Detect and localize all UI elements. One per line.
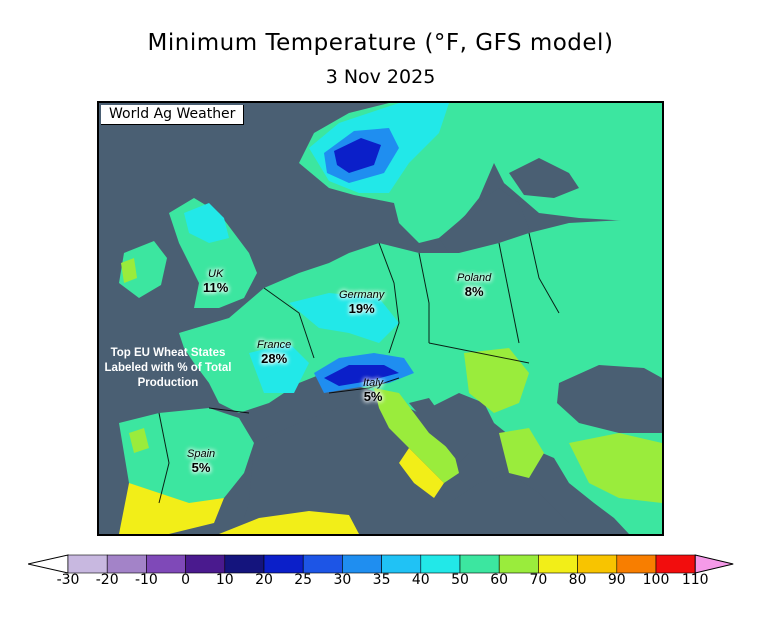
legend-swatch <box>146 554 186 574</box>
map-title: Minimum Temperature (°F, GFS model) <box>147 30 614 56</box>
map-graphic <box>99 103 662 534</box>
legend-tick-label: 90 <box>607 572 626 588</box>
legend-tick-label: 30 <box>333 572 352 588</box>
legend-swatch <box>459 554 500 574</box>
legend-swatch <box>224 554 265 574</box>
legend-ticks: -30 -20 -10 0 10 20 25 30 35 40 50 60 70 80 90 100 110 <box>0 572 761 594</box>
legend-tick-label: 110 <box>681 572 709 588</box>
legend-swatch <box>67 554 108 574</box>
legend-tick-label: 0 <box>181 572 191 588</box>
legend-arrow-high <box>694 554 734 574</box>
region-label-uk: UK 11% <box>203 268 229 295</box>
temperature-map: World Ag Weather UK 11% Germany 19% Pola… <box>97 101 664 536</box>
legend-tick-label: 70 <box>529 572 548 588</box>
legend-tick-label: 80 <box>568 572 587 588</box>
legend-tick-label: -20 <box>95 572 119 588</box>
legend-swatch <box>655 554 696 574</box>
legend-swatch <box>342 554 382 574</box>
legend-tick-label: -10 <box>134 572 158 588</box>
legend-tick-label: 20 <box>255 572 273 588</box>
wheat-note: Top EU Wheat States Labeled with % of To… <box>104 347 232 389</box>
region-label-spain: Spain 5% <box>187 448 216 475</box>
region-label-poland: Poland 8% <box>457 272 492 299</box>
region-label-france: France 28% <box>257 339 292 366</box>
legend-swatch <box>498 554 539 574</box>
legend-tick-label: -30 <box>56 572 80 588</box>
legend-tick-label: 35 <box>372 572 391 588</box>
legend-tick-label: 60 <box>490 572 509 588</box>
legend-tick-label: 50 <box>451 572 469 588</box>
legend-swatch <box>302 554 343 574</box>
legend-tick-label: 10 <box>215 572 234 588</box>
legend-swatch <box>616 554 657 574</box>
legend-tick-label: 100 <box>642 572 670 588</box>
legend-tick-label: 25 <box>294 572 313 588</box>
legend-swatch <box>106 554 147 574</box>
region-label-italy: Italy 5% <box>363 377 384 404</box>
map-date: 3 Nov 2025 <box>325 66 436 88</box>
legend-tick-label: 40 <box>411 572 430 588</box>
legend-swatch <box>263 554 304 574</box>
legend-swatch <box>381 554 422 574</box>
legend-swatch <box>577 554 618 574</box>
legend-swatch <box>420 554 461 574</box>
legend-swatch <box>185 554 226 574</box>
region-label-germany: Germany 19% <box>339 289 385 316</box>
legend-arrow-low <box>28 554 69 574</box>
watermark: World Ag Weather <box>101 105 245 125</box>
color-legend <box>28 554 734 574</box>
legend-swatch <box>538 554 578 574</box>
